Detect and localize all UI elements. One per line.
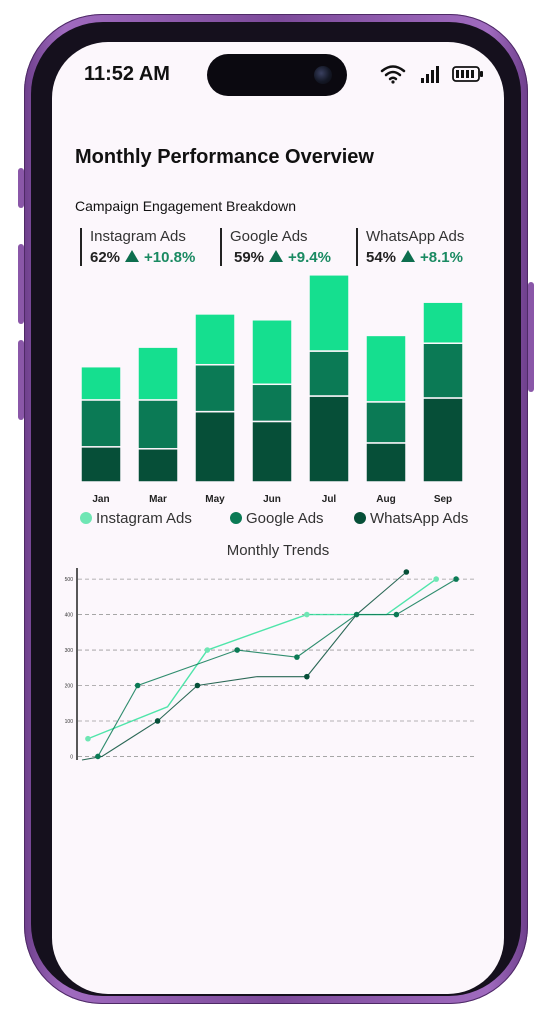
status-time: 11:52 AM (84, 63, 170, 85)
line-chart: 0 100 200 300 400 500 (65, 568, 476, 761)
y-tick-label: 200 (65, 684, 74, 690)
x-tick-label: May (205, 494, 225, 505)
stat-name: Instagram Ads (90, 228, 186, 245)
bar-segment-instagram-ads (422, 301, 464, 344)
battery-icon (452, 66, 483, 82)
stat-percent: 62% (90, 249, 121, 266)
stat-google: Google Ads 59% +9.4% (220, 228, 331, 266)
data-point-whatsapp-ads (403, 569, 410, 575)
data-point-instagram-ads (204, 647, 211, 653)
stat-instagram: Instagram Ads 62% +10.8% (80, 228, 195, 266)
triangle-up-icon (269, 250, 284, 262)
series-line-instagram-ads (87, 578, 437, 740)
stat-whatsapp: WhatsApp Ads 54% +8.1% (356, 228, 464, 266)
series-line-google-ads (97, 578, 457, 757)
bar-segment-instagram-ads (194, 313, 236, 366)
legend-label: WhatsApp Ads (370, 510, 469, 527)
power-button (528, 282, 534, 392)
page-title: Monthly Performance Overview (75, 146, 374, 168)
bar-segment-whatsapp-ads (80, 446, 122, 483)
bar-segment-whatsapp-ads (422, 397, 464, 483)
screen: 11:52 AM Monthly Performance Overview Ca… (52, 42, 504, 994)
data-point-google-ads (294, 654, 300, 660)
stat-percent: 59% (234, 249, 265, 266)
y-tick-label: 100 (65, 719, 74, 725)
x-tick-label: Mar (149, 494, 167, 505)
triangle-up-icon (401, 250, 416, 262)
bar-segment-google-ads (422, 342, 464, 399)
bar-segment-whatsapp-ads (194, 410, 236, 483)
bar-segment-instagram-ads (137, 346, 179, 401)
data-point-whatsapp-ads (194, 682, 201, 689)
bar-segment-google-ads (80, 399, 122, 448)
x-tick-label: Jul (322, 494, 337, 505)
bar-segment-instagram-ads (251, 319, 293, 386)
action-button (18, 168, 24, 208)
dynamic-island (207, 54, 347, 96)
bar-segment-google-ads (365, 401, 407, 444)
bar-segment-whatsapp-ads (365, 442, 407, 483)
x-tick-label: Jan (92, 494, 109, 505)
bar-segment-whatsapp-ads (137, 448, 179, 483)
stacked-bar-chart: Jan Mar May Jun Jul Aug Sep (80, 274, 464, 505)
bar-segment-instagram-ads (80, 365, 122, 401)
data-point-whatsapp-ads (154, 718, 161, 724)
legend-dot (230, 512, 242, 524)
legend-dot (354, 512, 366, 524)
data-point-google-ads (134, 682, 141, 689)
legend-item-google: Google Ads (230, 510, 324, 527)
legend-dot (80, 512, 92, 524)
legend-item-instagram: Instagram Ads (80, 510, 192, 527)
data-point-instagram-ads (85, 735, 91, 742)
bar-segment-instagram-ads (308, 274, 350, 352)
page-subtitle: Campaign Engagement Breakdown (75, 198, 297, 214)
legend-label: Google Ads (246, 510, 324, 527)
bar-segment-google-ads (194, 363, 236, 413)
stat-change: +10.8% (144, 249, 196, 266)
stat-change: +8.1% (420, 249, 463, 266)
x-tick-label: Sep (434, 494, 452, 505)
trends-title: Monthly Trends (226, 542, 330, 559)
stat-name: Google Ads (230, 228, 308, 245)
wifi-icon (380, 65, 406, 84)
y-tick-label: 300 (65, 648, 74, 654)
volume-down-button (18, 340, 24, 420)
data-point-instagram-ads (433, 576, 440, 582)
y-tick-label: 0 (70, 754, 73, 760)
bar-segment-instagram-ads (365, 334, 407, 403)
stat-change: +9.4% (288, 249, 331, 266)
data-point-google-ads (353, 611, 360, 618)
triangle-up-icon (125, 250, 140, 262)
x-tick-label: Jun (263, 494, 281, 505)
bar-segment-google-ads (251, 383, 293, 423)
volume-up-button (18, 244, 24, 324)
y-tick-label: 500 (65, 577, 74, 583)
bar-segment-whatsapp-ads (308, 395, 350, 483)
camera-icon (314, 66, 332, 84)
data-point-google-ads (234, 647, 240, 653)
data-point-instagram-ads (304, 611, 310, 618)
data-point-google-ads (453, 576, 459, 582)
series-line-whatsapp-ads (81, 571, 407, 761)
data-point-whatsapp-ads (304, 673, 310, 680)
legend-item-whatsapp: WhatsApp Ads (354, 510, 468, 527)
data-point-google-ads (95, 753, 101, 760)
bar-segment-google-ads (137, 399, 179, 450)
x-tick-label: Aug (376, 494, 395, 505)
stat-percent: 54% (366, 249, 397, 266)
signal-icon (421, 66, 439, 83)
legend-label: Instagram Ads (96, 510, 192, 527)
bar-segment-whatsapp-ads (251, 420, 293, 483)
y-tick-label: 400 (65, 613, 74, 619)
bar-segment-google-ads (308, 350, 350, 397)
data-point-google-ads (393, 611, 400, 618)
stat-name: WhatsApp Ads (366, 228, 465, 245)
